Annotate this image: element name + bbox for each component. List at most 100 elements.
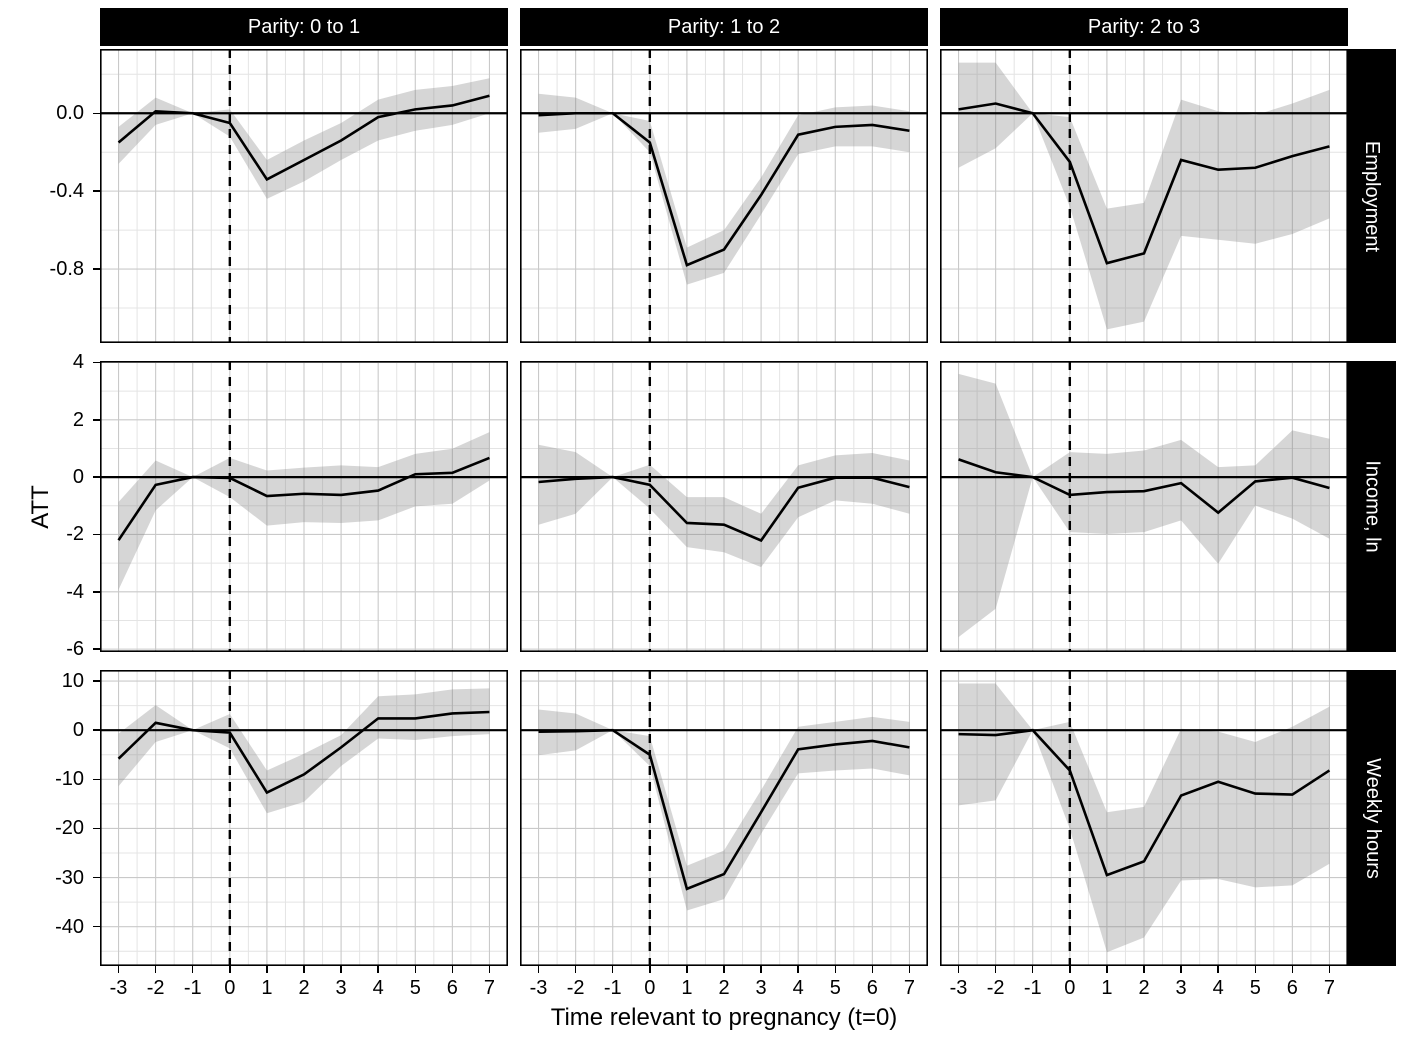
x-tick-label: 5 [1249,977,1261,999]
x-tick-mark [488,966,491,973]
x-tick-label: 1 [681,977,693,999]
att-line [958,458,1330,515]
y-tick-mark [92,419,100,421]
x-tick-label: 7 [1323,977,1336,999]
x-tick-mark [191,966,194,973]
x-tick-mark [574,966,577,973]
y-tick-mark [92,729,100,731]
panel-canvas [100,49,508,343]
x-tick-mark [340,966,342,973]
panel-weekly-hours-parity-0-to-1 [100,670,508,966]
x-tick-mark [377,966,379,973]
facet-row-strip-employment: Employment [1348,49,1396,343]
x-tick-mark [611,966,614,973]
x-tick-label: -2 [146,977,165,999]
facet-row-strip-weekly-hours: Weekly hours [1348,670,1396,966]
x-tick-label: 1 [1101,977,1113,999]
x-tick-mark [957,966,960,973]
panel-employment-parity-2-to-3 [940,49,1348,343]
panel-weekly-hours-parity-1-to-2 [520,670,928,966]
y-tick-label: -4 [66,580,84,603]
x-tick-mark [154,966,157,973]
x-tick-mark [117,966,120,973]
y-tick-mark [92,476,100,478]
x-tick-mark [229,966,231,973]
y-tick-label: -10 [55,768,84,791]
panel-weekly-hours-parity-2-to-3 [940,670,1348,966]
x-tick-mark [760,966,762,973]
x-tick-label: -1 [183,977,202,999]
x-tick-mark [1143,966,1145,973]
y-tick-mark [92,648,100,650]
facet-col-strip-parity-2-to-3: Parity: 2 to 3 [940,8,1348,46]
x-tick-label: 4 [372,977,384,999]
x-tick-mark [797,966,799,973]
panel-border [520,670,928,966]
att-line [538,475,910,543]
x-tick-mark [414,966,417,973]
panel-border [100,49,508,343]
panel-canvas [940,361,1348,652]
x-tick-mark [723,966,725,973]
facet-col-strip-parity-1-to-2: Parity: 1 to 2 [520,8,928,46]
att-line [538,728,910,891]
y-tick-label: -30 [55,866,84,889]
facet-col-strip-parity-0-to-1: Parity: 0 to 1 [100,8,508,46]
y-tick-label: 0.0 [56,102,84,125]
x-tick-label: 2 [1138,977,1150,999]
x-tick-mark [871,966,874,973]
y-tick-mark [92,112,100,114]
x-tick-mark [994,966,997,973]
x-tick-label: 6 [446,977,458,999]
y-tick-label: 2 [72,408,84,431]
x-tick-mark [686,966,688,973]
y-tick-label: -6 [66,638,84,661]
x-tick-label: -3 [949,977,968,999]
att-line [117,710,490,795]
x-axis-title: Time relevant to pregnancy (t=0) [550,1004,898,1031]
y-tick-label: 0 [72,466,84,489]
y-axis-title: ATT [27,485,54,529]
grid-minor [940,49,1348,343]
panel-canvas [100,670,508,966]
y-tick-label: 4 [72,351,84,374]
y-tick-mark [92,925,100,928]
x-tick-label: 3 [755,977,767,999]
x-tick-mark [537,966,540,973]
x-tick-mark [1069,966,1071,973]
x-tick-label: 0 [224,977,236,999]
att-line [958,728,1331,877]
x-tick-label: -1 [1023,977,1042,999]
att-line [117,456,490,541]
panel-border [100,361,508,652]
panel-canvas [520,670,928,966]
x-tick-mark [1328,966,1331,973]
y-tick-mark [92,190,100,192]
panel-border [520,361,928,652]
facet-row-strip-income-ln: Income, ln [1348,361,1396,652]
panel-canvas [940,49,1348,343]
x-tick-label: 0 [644,977,656,999]
x-tick-label: -1 [603,977,622,999]
panel-employment-parity-0-to-1 [100,49,508,343]
x-tick-mark [834,966,837,973]
y-tick-mark [92,533,100,536]
panel-income-ln-parity-0-to-1 [100,361,508,652]
panel-canvas [940,670,1348,966]
y-tick-label: -0.8 [49,258,84,280]
panel-canvas [520,361,928,652]
facet-row-label-weekly-hours: Weekly hours [1361,757,1384,879]
y-tick-label: 0 [72,719,84,742]
panel-canvas [520,49,928,343]
x-tick-mark [1254,966,1257,973]
confidence-ribbon [118,432,490,590]
x-tick-label: 3 [1175,977,1187,999]
x-tick-label: 0 [1064,977,1076,999]
y-tick-mark [92,680,100,682]
att-line [538,111,910,267]
y-tick-label: -40 [55,915,84,938]
y-tick-mark [92,876,100,879]
confidence-ribbon [538,709,910,911]
panel-income-ln-parity-2-to-3 [940,361,1348,652]
